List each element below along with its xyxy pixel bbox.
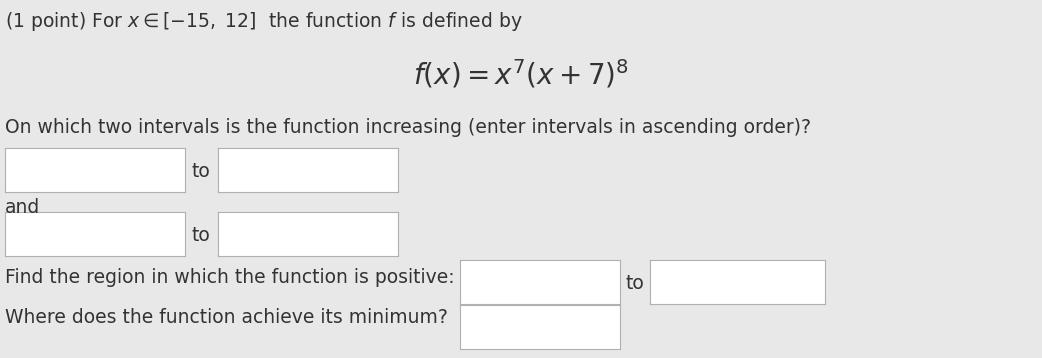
Text: Find the region in which the function is positive:: Find the region in which the function is…: [5, 268, 454, 287]
Text: $f(x) = x^7(x + 7)^8$: $f(x) = x^7(x + 7)^8$: [413, 58, 629, 91]
Text: and: and: [5, 198, 41, 217]
Text: to: to: [192, 226, 210, 245]
Text: to: to: [192, 162, 210, 181]
Text: On which two intervals is the function increasing (enter intervals in ascending : On which two intervals is the function i…: [5, 118, 811, 137]
Text: $(1\ \mathrm{point})\ \mathrm{For}\ x \in [-15,\ 12]\ \mathrm{\ the\ function\ }: $(1\ \mathrm{point})\ \mathrm{For}\ x \i…: [5, 10, 523, 33]
Text: to: to: [626, 274, 645, 293]
Text: Where does the function achieve its minimum?: Where does the function achieve its mini…: [5, 308, 448, 327]
